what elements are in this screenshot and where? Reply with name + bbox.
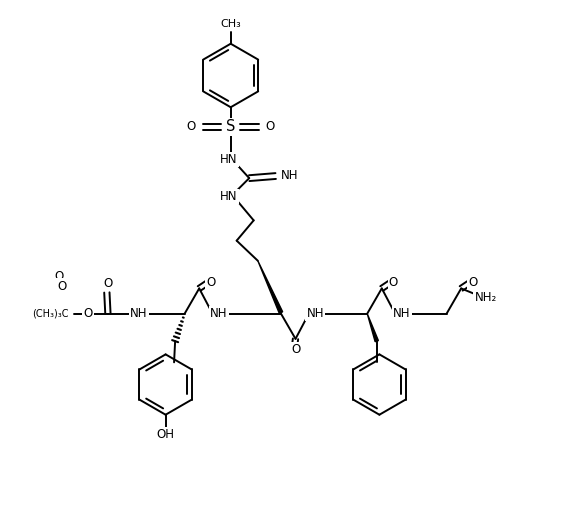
Text: O: O	[291, 343, 300, 356]
Text: O: O	[187, 120, 196, 134]
Text: HN: HN	[220, 190, 238, 203]
Text: O: O	[54, 270, 63, 283]
Text: NH: NH	[210, 307, 228, 320]
Text: O: O	[58, 280, 66, 293]
Text: O: O	[206, 276, 216, 288]
Text: OH: OH	[157, 428, 175, 442]
Text: NH: NH	[307, 307, 324, 320]
Text: NH₂: NH₂	[475, 290, 497, 304]
Text: NH: NH	[393, 307, 410, 320]
Text: O: O	[83, 307, 92, 320]
Text: CH₃: CH₃	[220, 19, 241, 29]
Text: HN: HN	[220, 153, 238, 166]
Text: NH: NH	[281, 169, 299, 182]
Text: (CH₃)₃C: (CH₃)₃C	[33, 309, 69, 319]
Text: O: O	[266, 120, 275, 134]
Text: S: S	[226, 119, 235, 134]
Text: O: O	[468, 276, 478, 288]
Polygon shape	[367, 314, 378, 342]
Text: O: O	[103, 277, 113, 290]
Text: O: O	[389, 276, 398, 288]
Text: NH: NH	[130, 307, 148, 320]
Polygon shape	[258, 261, 283, 313]
